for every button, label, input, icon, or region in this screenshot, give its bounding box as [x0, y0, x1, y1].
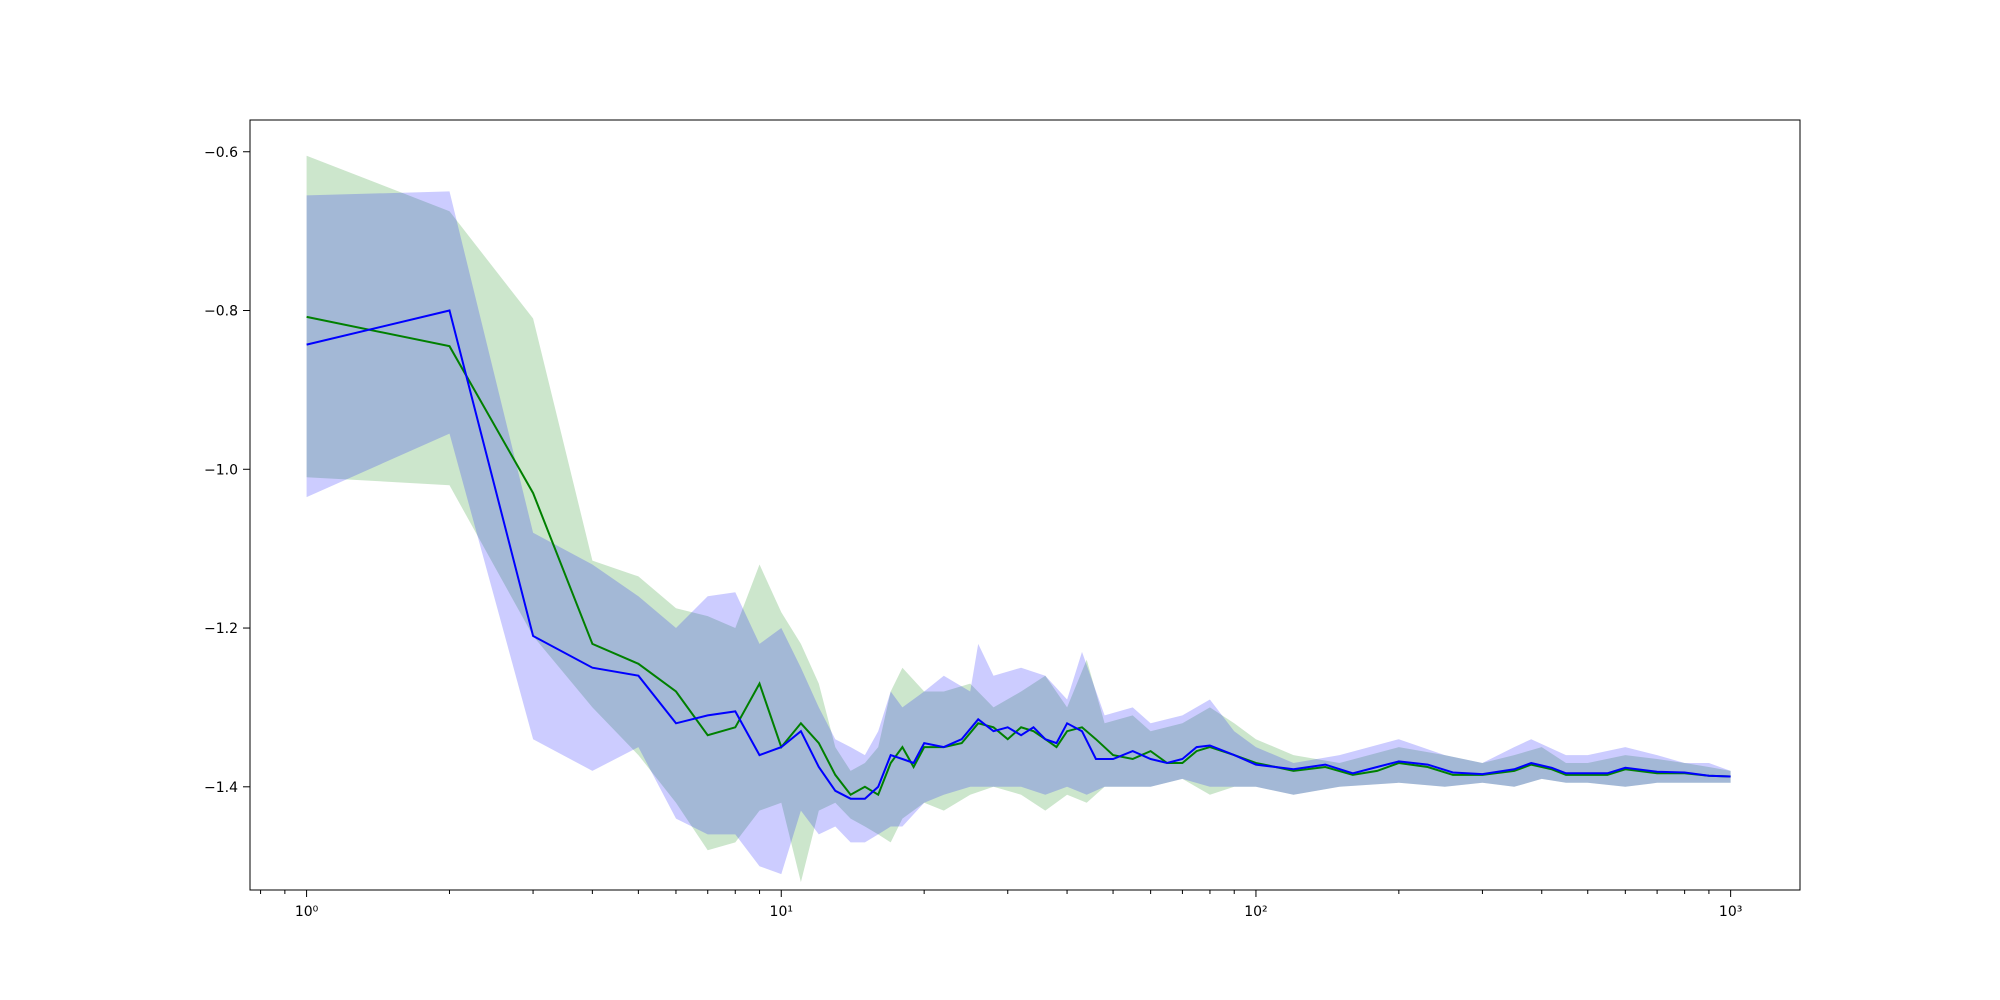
y-axis: −0.6 −0.8 −1.0 −1.2 −1.4	[204, 145, 250, 796]
x-tick-label: 10¹	[770, 904, 793, 920]
band-area-1	[306, 155, 1731, 883]
x-tick-label: 10⁰	[295, 904, 319, 920]
confidence-bands	[306, 155, 1731, 883]
y-tick-label: −0.8	[204, 304, 238, 320]
band-area-2	[306, 191, 1731, 875]
series-lines	[306, 309, 1731, 800]
y-tick-label: −1.0	[204, 462, 238, 478]
y-tick-label: −0.6	[204, 145, 238, 161]
y-tick-label: −1.2	[204, 621, 238, 637]
x-tick-label: 10³	[1719, 904, 1742, 920]
x-tick-label: 10²	[1244, 904, 1267, 920]
series-line-1	[306, 315, 1731, 797]
plot-frame	[249, 119, 1801, 891]
x-axis: 10⁰ 10¹ 10² 10³	[260, 890, 1742, 920]
series-line-2	[306, 309, 1731, 800]
y-tick-label: −1.4	[204, 780, 238, 796]
